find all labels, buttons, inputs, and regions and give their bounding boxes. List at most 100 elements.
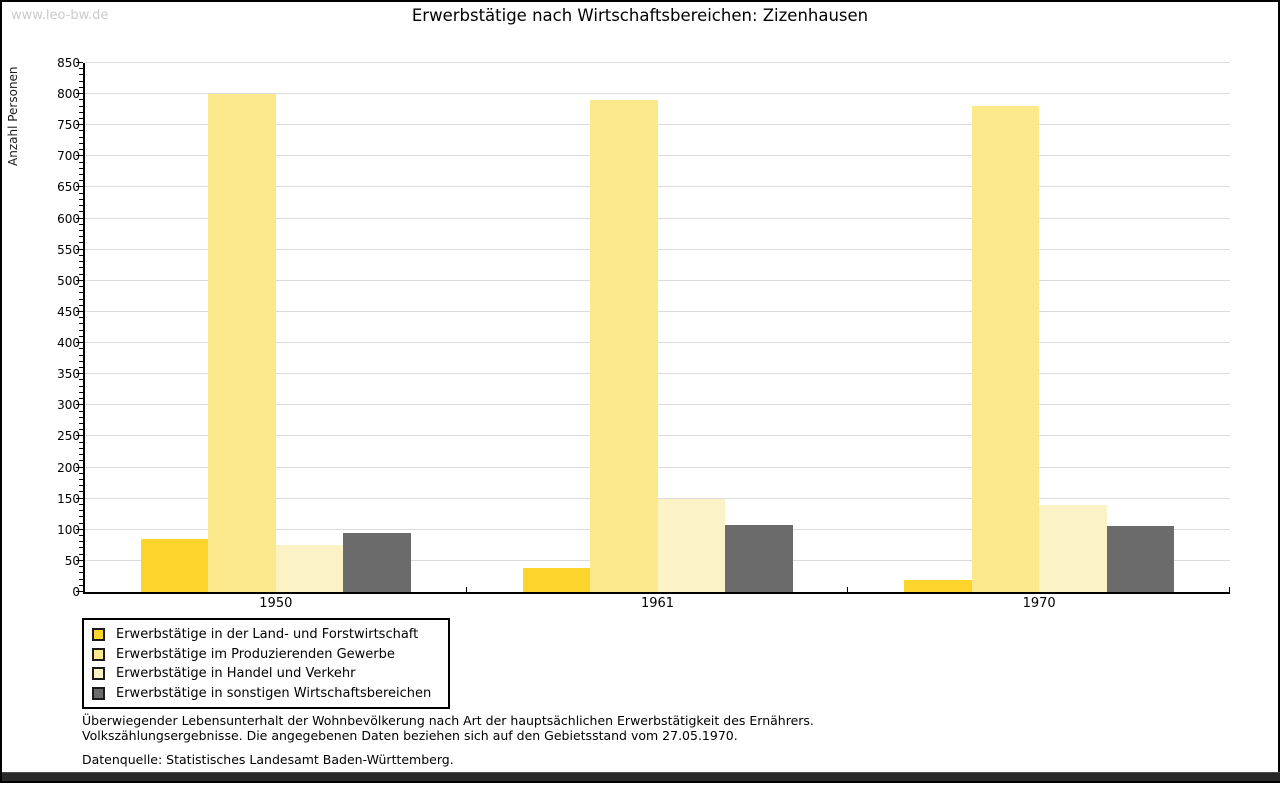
y-axis-tick-label: 250: [57, 429, 80, 444]
gridline: [85, 497, 1230, 499]
bar: [904, 579, 972, 592]
legend-item: Erwerbstätige in sonstigen Wirtschaftsbe…: [92, 684, 448, 704]
y-axis-minor-tick: [79, 273, 83, 275]
gridline: [85, 217, 1230, 219]
y-axis-minor-tick: [79, 267, 83, 269]
legend-item: Erwerbstätige in Handel und Verkehr: [92, 664, 448, 684]
bar: [725, 524, 793, 592]
y-axis-tick-label: 650: [57, 180, 80, 195]
y-axis-tick-label: 600: [57, 211, 80, 226]
legend-swatch: [92, 647, 105, 661]
watermark-text: www.leo-bw.de: [11, 8, 109, 23]
y-axis-minor-tick: [79, 174, 83, 176]
y-axis-tick-label: 750: [57, 118, 80, 133]
bar: [208, 94, 276, 592]
y-axis-minor-tick: [79, 348, 83, 350]
y-axis-minor-tick: [79, 472, 83, 474]
bar: [1106, 526, 1175, 592]
footnote-line-2: Volkszählungsergebnisse. Die angegebenen…: [82, 727, 738, 743]
gridline: [85, 279, 1230, 281]
footnote-line-1: Überwiegender Lebensunterhalt der Wohnbe…: [82, 713, 814, 728]
y-axis-major-tick: [76, 279, 83, 281]
y-axis-minor-tick: [79, 522, 83, 524]
gridline: [85, 186, 1230, 188]
y-axis-minor-tick: [79, 410, 83, 412]
legend-swatch: [92, 667, 105, 681]
y-axis-minor-tick: [79, 230, 83, 232]
legend-swatch: [92, 628, 105, 642]
y-axis-minor-tick: [79, 74, 83, 76]
y-axis-minor-tick: [79, 111, 83, 113]
y-axis-minor-tick: [79, 416, 83, 418]
y-axis-major-tick: [76, 528, 83, 530]
y-axis-minor-tick: [79, 541, 83, 543]
y-axis-minor-tick: [79, 205, 83, 207]
y-axis-minor-tick: [79, 566, 83, 568]
y-axis-minor-tick: [79, 447, 83, 449]
y-axis-minor-tick: [79, 211, 83, 213]
y-axis-minor-tick: [79, 503, 83, 505]
y-axis-minor-tick: [79, 180, 83, 182]
y-axis-minor-tick: [79, 80, 83, 82]
y-axis-minor-tick: [79, 292, 83, 294]
bar: [275, 545, 344, 592]
y-axis-minor-tick: [79, 161, 83, 163]
bar: [343, 532, 411, 592]
y-axis-minor-tick: [79, 422, 83, 424]
y-axis-major-tick: [76, 373, 83, 375]
y-axis-minor-tick: [79, 379, 83, 381]
legend-item-label: Erwerbstätige im Produzierenden Gewerbe: [116, 646, 395, 662]
y-axis-major-tick: [76, 124, 83, 126]
y-axis-minor-tick: [79, 261, 83, 263]
y-axis-minor-tick: [79, 105, 83, 107]
y-axis-minor-tick: [79, 491, 83, 493]
y-axis-minor-tick: [79, 118, 83, 120]
y-axis-major-tick: [76, 93, 83, 95]
gridline: [85, 373, 1230, 375]
y-axis-tick-label: 850: [57, 56, 80, 70]
plot-area: [76, 62, 1230, 594]
y-axis-minor-tick: [79, 385, 83, 387]
y-axis-minor-tick: [79, 142, 83, 144]
y-axis-minor-tick: [79, 304, 83, 306]
y-axis-tick-label: 450: [57, 304, 80, 319]
y-axis-minor-tick: [79, 553, 83, 555]
y-axis-major-tick: [76, 559, 83, 561]
y-axis-minor-tick: [79, 391, 83, 393]
x-axis-boundary-tick: [847, 587, 849, 592]
y-axis-minor-tick: [79, 572, 83, 574]
y-axis-line: [83, 63, 85, 594]
y-axis-minor-tick: [79, 516, 83, 518]
x-axis-category-label: 1970: [1022, 596, 1056, 611]
y-axis-major-tick: [76, 310, 83, 312]
bar: [590, 100, 658, 592]
legend: Erwerbstätige in der Land- und Forstwirt…: [82, 618, 450, 709]
legend-item-label: Erwerbstätige in sonstigen Wirtschaftsbe…: [116, 685, 432, 701]
y-axis-major-tick: [76, 466, 83, 468]
gridline: [85, 62, 1230, 63]
y-axis-minor-tick: [79, 429, 83, 431]
y-axis-major-tick: [76, 62, 83, 63]
y-axis-tick-label: 100: [57, 522, 80, 537]
gridline: [85, 404, 1230, 406]
y-axis-tick-label: 0: [72, 585, 80, 599]
y-axis-minor-tick: [79, 510, 83, 512]
y-axis-major-tick: [76, 155, 83, 157]
y-axis-minor-tick: [79, 454, 83, 456]
y-axis-tick-label: 150: [57, 491, 80, 506]
gridline: [85, 310, 1230, 312]
bar: [140, 539, 209, 592]
y-axis-minor-tick: [79, 317, 83, 319]
y-axis-minor-tick: [79, 99, 83, 101]
y-axis-minor-tick: [79, 286, 83, 288]
y-axis-tick-label: 800: [57, 87, 80, 102]
y-axis-minor-tick: [79, 366, 83, 368]
y-axis-minor-tick: [79, 254, 83, 256]
x-axis-boundary-tick: [465, 587, 467, 592]
y-axis-major-tick: [76, 497, 83, 499]
y-axis-minor-tick: [79, 478, 83, 480]
legend-item: Erwerbstätige in der Land- und Forstwirt…: [92, 625, 448, 645]
y-axis-minor-tick: [79, 167, 83, 169]
